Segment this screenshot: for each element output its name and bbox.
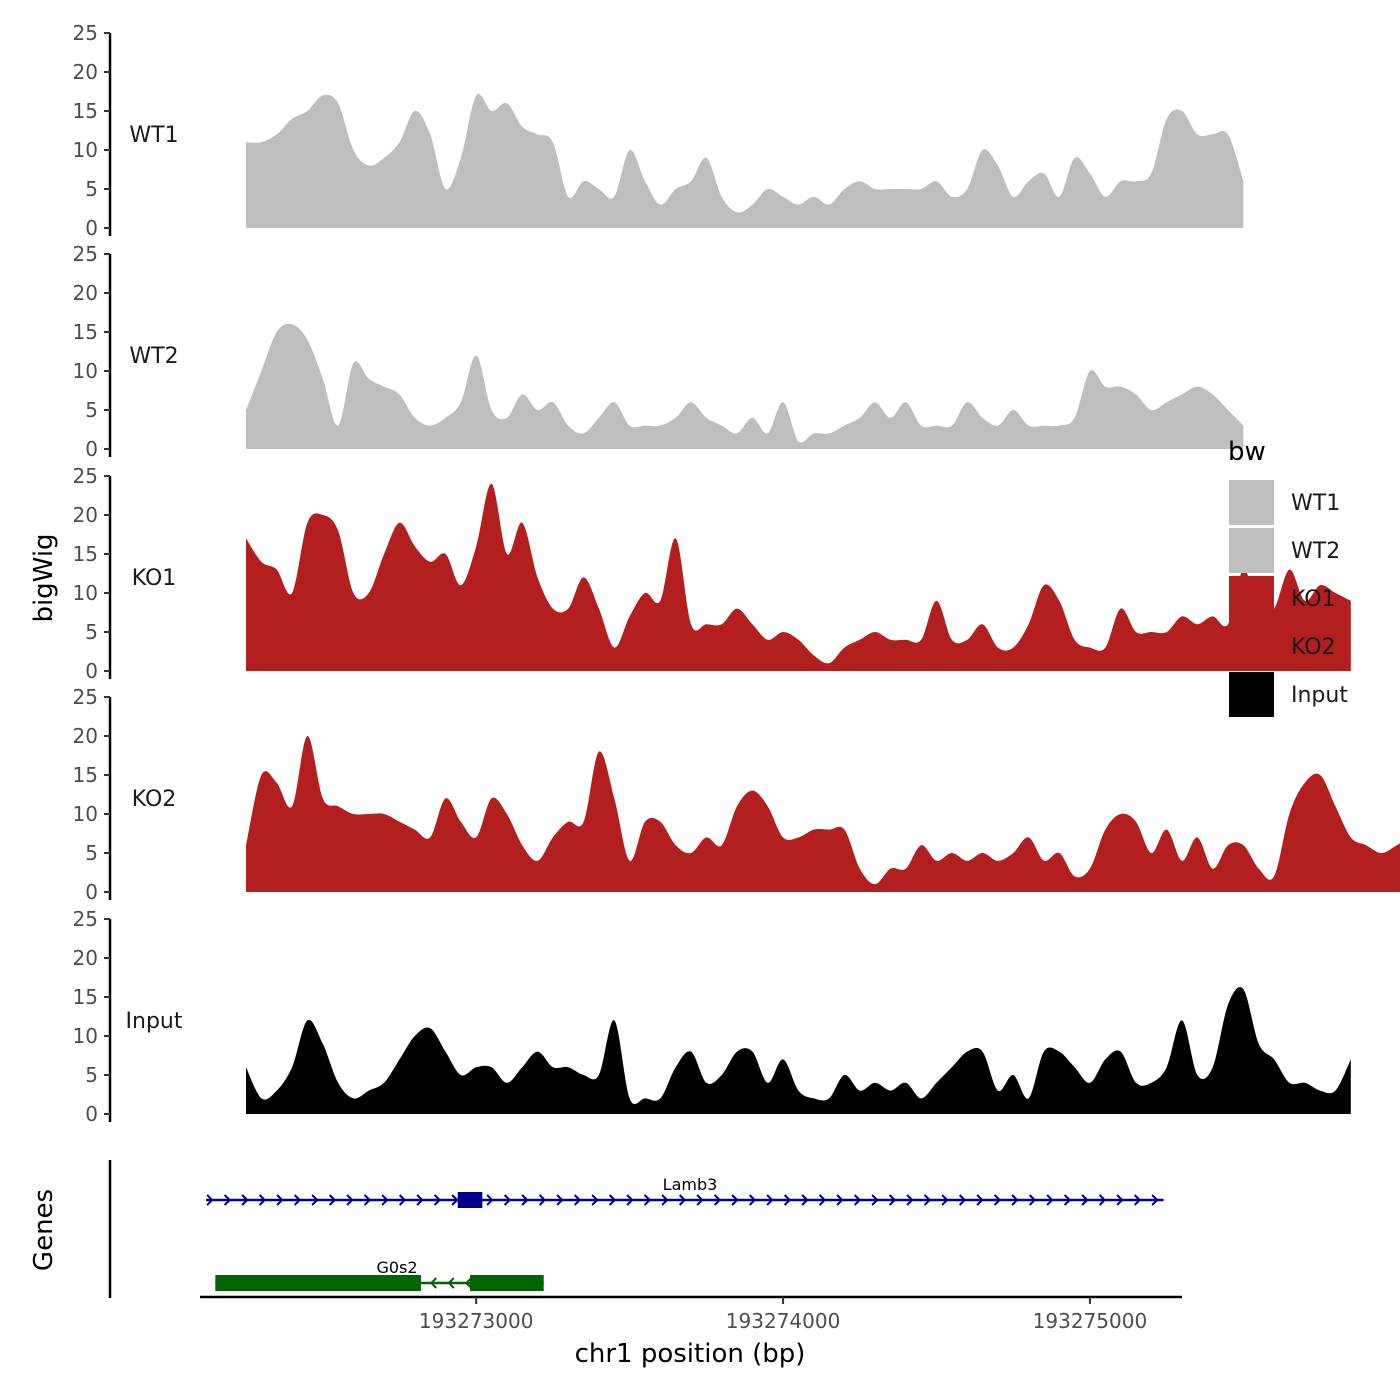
legend: bw WT1 WT2 KO1 KO2 Input — [1228, 437, 1348, 717]
track-label: Input — [126, 1009, 183, 1034]
legend-entry: WT1 — [1291, 491, 1340, 516]
strand-arrows — [206, 1194, 1159, 1206]
y-tick-label: 25 — [73, 907, 98, 931]
y-tick-label: 25 — [73, 464, 98, 488]
x-tick-label: 193274000 — [726, 1309, 841, 1333]
exon-block — [457, 1192, 483, 1208]
y-tick-label: 0 — [85, 1102, 98, 1126]
y-tick-label: 15 — [73, 542, 98, 566]
legend-key — [1229, 672, 1274, 717]
y-tick-label: 15 — [73, 320, 98, 344]
y-tick-label: 5 — [85, 177, 98, 201]
x-tick-label: 193273000 — [419, 1309, 534, 1333]
track-wt1: 0 5 10 15 20 25 WT1 — [73, 21, 1244, 240]
y-axis-title: bigWig — [29, 533, 59, 622]
legend-entry: KO1 — [1291, 587, 1336, 612]
x-axis: 193273000 193274000 193275000 — [200, 1295, 1182, 1333]
track-ko2: 0 5 10 15 20 25 KO2 — [73, 685, 1400, 904]
signal-tracks: 0510152025WT10510152025WT20510152025KO10… — [73, 21, 1400, 1126]
legend-key — [1229, 624, 1274, 669]
y-tick-label: 20 — [73, 281, 98, 305]
x-axis-title: chr1 position (bp) — [575, 1339, 806, 1369]
legend-entry: WT2 — [1291, 539, 1340, 564]
gene-label-g0s2: G0s2 — [376, 1258, 417, 1277]
exon-block — [470, 1275, 544, 1291]
track-ko1: 0 5 10 15 20 25 KO1 — [73, 464, 1351, 683]
track-label: WT1 — [129, 123, 178, 148]
signal-area — [246, 483, 1351, 671]
y-tick-label: 20 — [73, 946, 98, 970]
signal-area — [246, 735, 1400, 892]
gene-g0s2 — [215, 1275, 544, 1291]
legend-entry: KO2 — [1291, 635, 1336, 660]
y-tick-label: 0 — [85, 880, 98, 904]
x-tick-label: 193275000 — [1033, 1309, 1148, 1333]
signal-area — [246, 987, 1351, 1114]
y-tick-label: 15 — [73, 985, 98, 1009]
legend-key — [1229, 528, 1274, 573]
y-tick-label: 5 — [85, 398, 98, 422]
y-tick-label: 10 — [73, 802, 98, 826]
y-tick-label: 5 — [85, 620, 98, 644]
genes-panel: Lamb3 G0s2 — [108, 1160, 1164, 1298]
legend-title: bw — [1228, 437, 1266, 467]
y-tick-label: 0 — [85, 437, 98, 461]
y-tick-label: 0 — [85, 659, 98, 683]
track-wt2: 0 5 10 15 20 25 WT2 — [73, 242, 1244, 461]
y-tick-label: 20 — [73, 724, 98, 748]
legend-key — [1229, 576, 1274, 621]
y-tick-label: 25 — [73, 685, 98, 709]
signal-area — [246, 93, 1244, 228]
track-label: KO2 — [132, 787, 177, 812]
exon-block — [215, 1275, 421, 1291]
y-tick-label: 25 — [73, 242, 98, 266]
y-tick-label: 0 — [85, 216, 98, 240]
legend-entry: Input — [1291, 683, 1348, 708]
y-tick-label: 10 — [73, 581, 98, 605]
y-tick-label: 10 — [73, 138, 98, 162]
signal-area — [246, 323, 1244, 449]
y-tick-label: 15 — [73, 99, 98, 123]
gene-label-lamb3: Lamb3 — [663, 1175, 718, 1194]
gene-lamb3 — [206, 1192, 1164, 1208]
track-input: 0 5 10 15 20 25 Input — [73, 907, 1351, 1126]
y-tick-label: 10 — [73, 359, 98, 383]
y-tick-label: 20 — [73, 60, 98, 84]
track-label: WT2 — [129, 344, 178, 369]
y-tick-label: 25 — [73, 21, 98, 45]
y-tick-label: 5 — [85, 1063, 98, 1087]
genes-axis-title: Genes — [29, 1189, 59, 1271]
legend-key — [1229, 480, 1274, 525]
y-tick-label: 10 — [73, 1024, 98, 1048]
y-tick-label: 15 — [73, 763, 98, 787]
y-tick-label: 20 — [73, 503, 98, 527]
y-tick-label: 5 — [85, 841, 98, 865]
track-label: KO1 — [132, 566, 177, 591]
